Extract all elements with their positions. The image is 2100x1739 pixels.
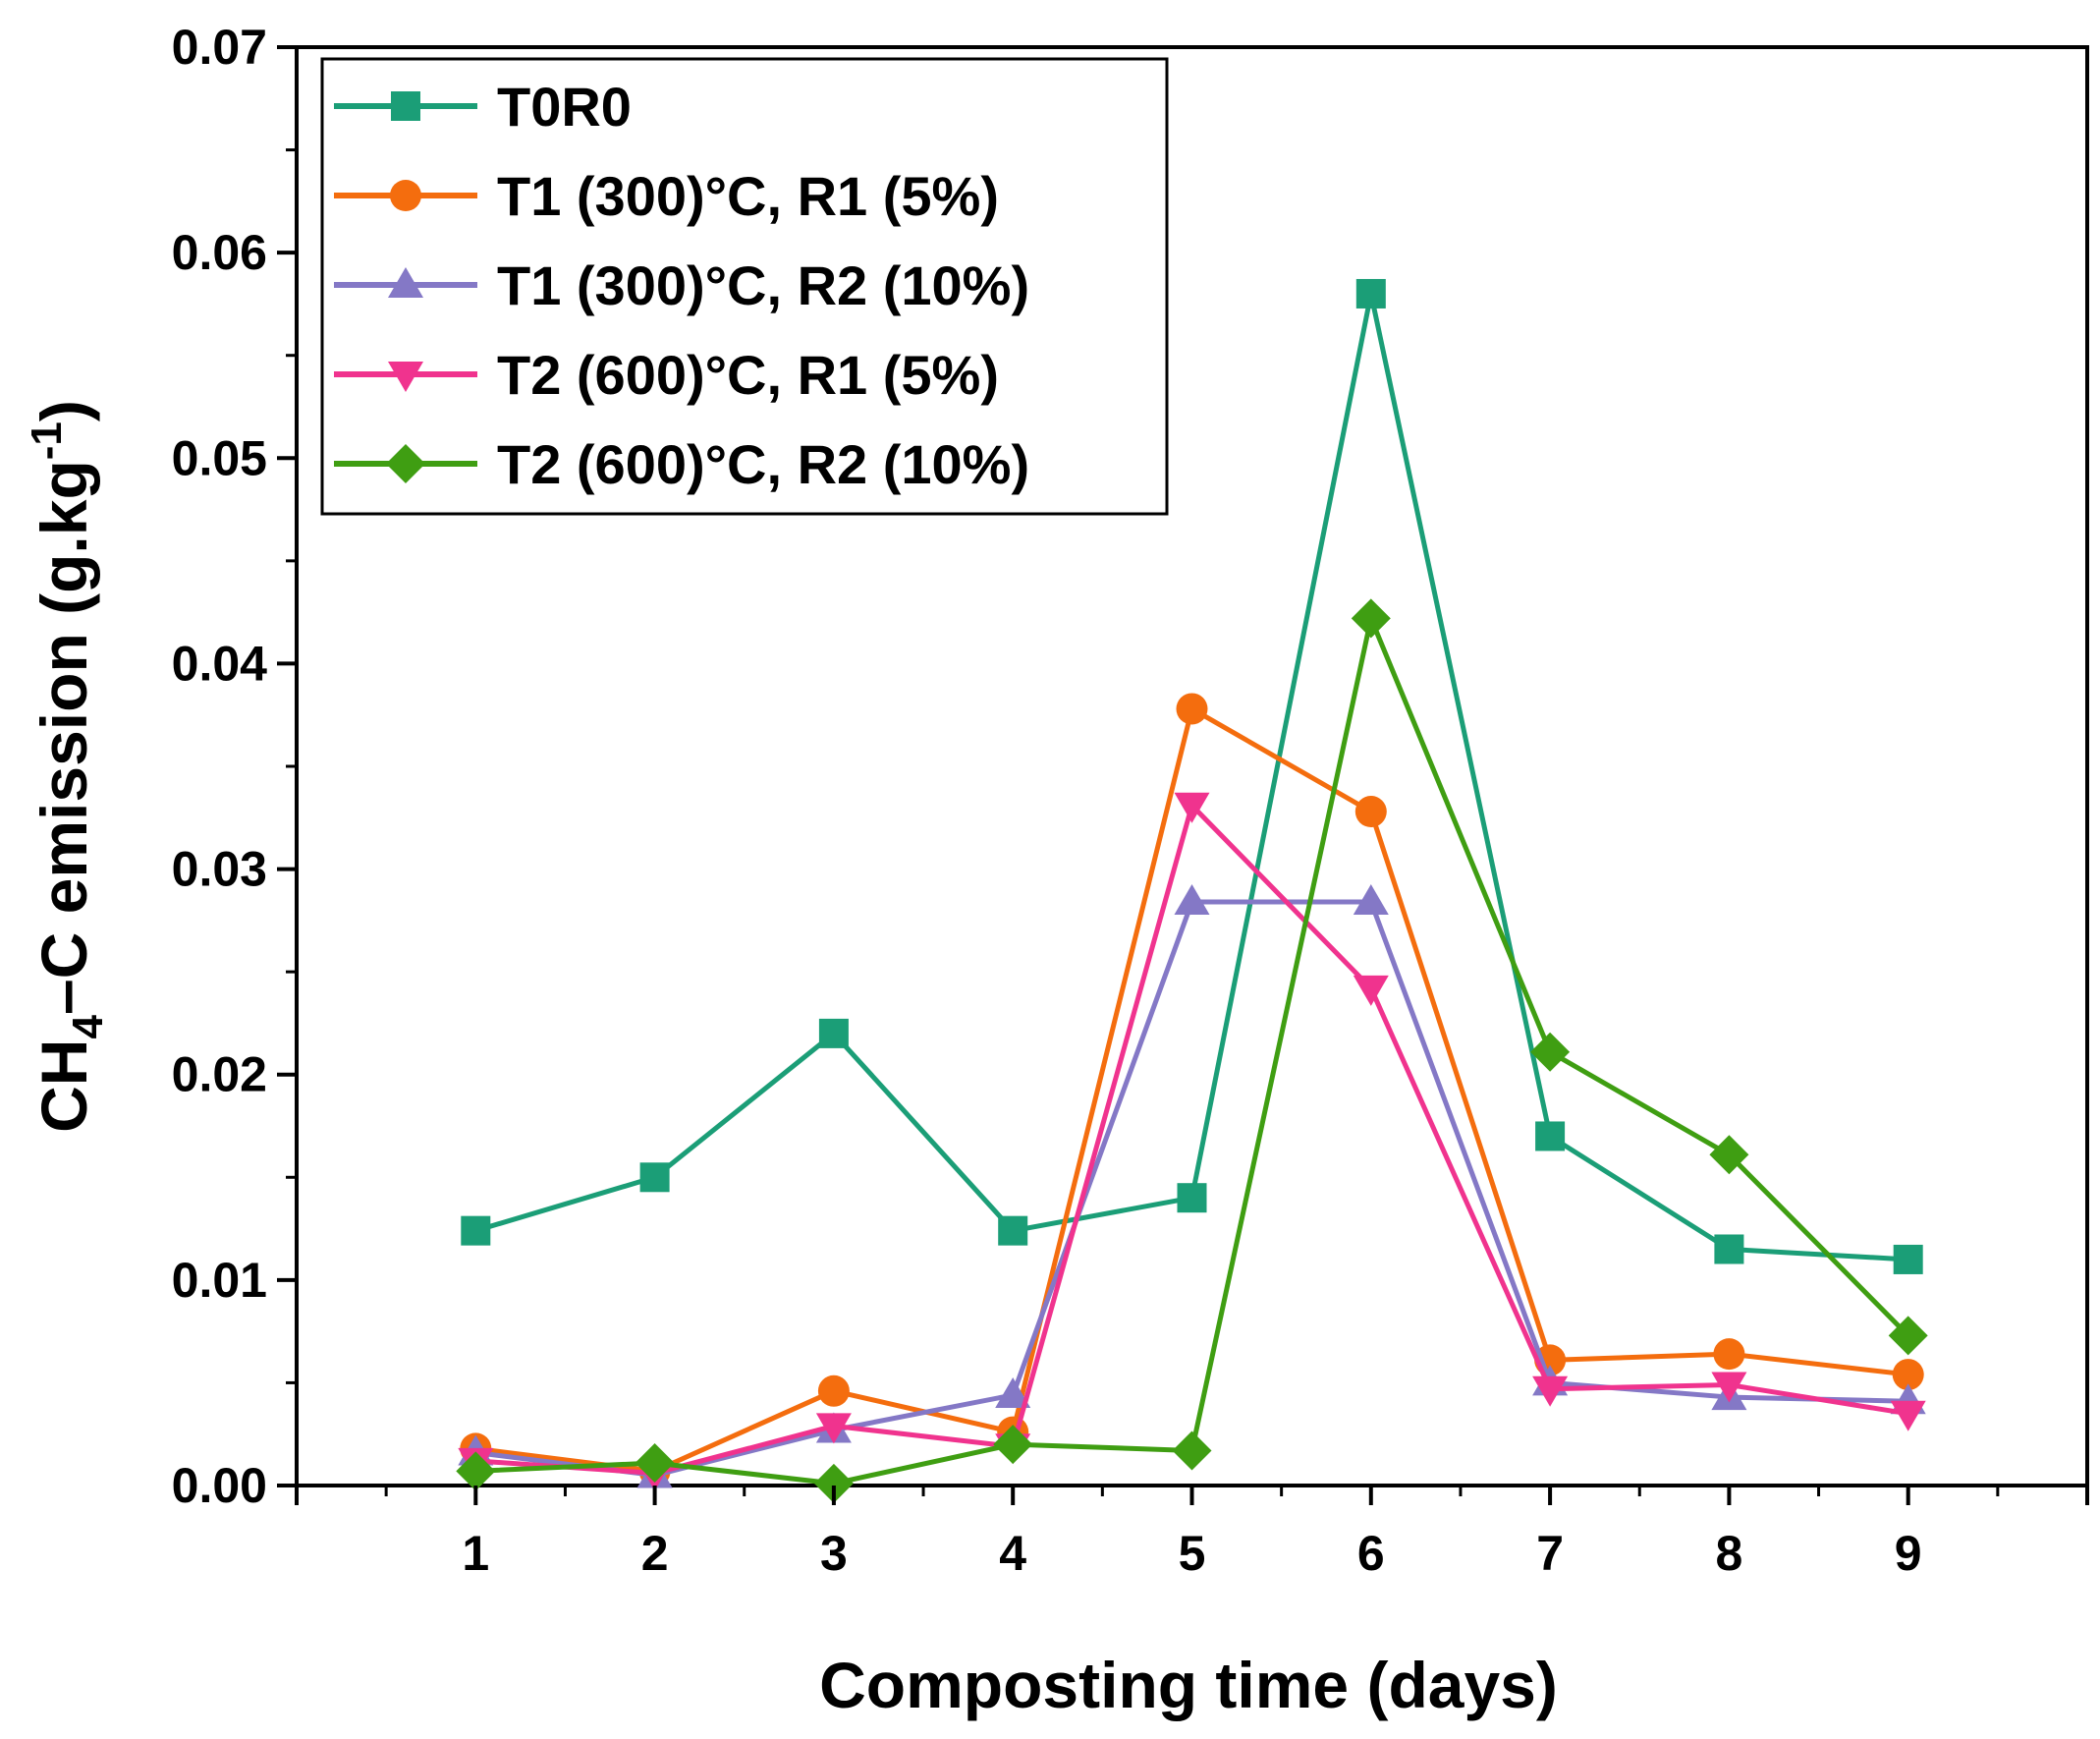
x-tick-label: 8 xyxy=(1715,1526,1742,1581)
x-tick-label: 9 xyxy=(1895,1526,1922,1581)
legend-marker xyxy=(388,362,423,392)
data-point xyxy=(815,1413,852,1444)
legend-label: T2 (600)°C, R1 (5%) xyxy=(497,344,999,406)
data-point xyxy=(1888,1316,1928,1356)
y-title-subscript: 4 xyxy=(64,1015,112,1039)
legend-marker xyxy=(388,267,423,298)
x-tick-label: 7 xyxy=(1536,1526,1564,1581)
data-point xyxy=(1709,1135,1749,1175)
y-tick-label: 0.03 xyxy=(172,842,267,897)
data-point xyxy=(1354,796,1387,828)
data-point xyxy=(1172,1430,1212,1471)
series-layer xyxy=(456,278,1928,1503)
x-tick-label: 1 xyxy=(462,1526,489,1581)
data-point xyxy=(813,1463,854,1503)
legend-label: T1 (300)°C, R2 (10%) xyxy=(497,254,1029,316)
data-point xyxy=(1176,693,1208,725)
data-point xyxy=(1174,884,1210,916)
data-point xyxy=(1711,1372,1747,1403)
y-axis-title: CH4–C emission (g.kg-1) xyxy=(23,400,112,1133)
data-point xyxy=(1530,1032,1571,1072)
data-point xyxy=(1174,792,1210,823)
y-tick-label: 0.07 xyxy=(172,20,267,75)
x-tick-label: 4 xyxy=(999,1526,1026,1581)
y-tick-label: 0.05 xyxy=(172,430,267,485)
series-5 xyxy=(456,598,1928,1503)
x-tick-label: 6 xyxy=(1357,1526,1385,1581)
legend-marker xyxy=(391,91,420,121)
data-point xyxy=(1714,1234,1744,1264)
axes-layer: 0.00 0.01 0.02 0.03 0.04 0.05 0.06 0.07 1 2 3 4 5 6 7 8… xyxy=(172,20,2089,1581)
data-point xyxy=(1177,1183,1207,1213)
data-point xyxy=(639,1162,670,1193)
data-point xyxy=(1532,1375,1569,1407)
data-point xyxy=(1713,1338,1745,1371)
y-title-prefix: CH xyxy=(28,1039,100,1133)
data-point xyxy=(993,1425,1033,1465)
data-point xyxy=(817,1374,850,1407)
data-point xyxy=(1355,278,1386,309)
legend: T0R0 T1 (300)°C, R1 (5%) T1 (300)°C, R2 (1… xyxy=(320,57,1169,516)
data-point xyxy=(1892,1359,1924,1391)
data-point xyxy=(461,1215,491,1246)
data-point xyxy=(1351,598,1391,639)
y-title-middle: –C emission (g.kg xyxy=(28,460,100,1015)
y-tick-label: 0.02 xyxy=(172,1047,267,1102)
data-point xyxy=(995,1376,1031,1408)
data-point xyxy=(635,1442,675,1483)
y-tick-label: 0.04 xyxy=(172,636,268,691)
y-title-suffix: ) xyxy=(28,400,100,421)
y-title-superscript: -1 xyxy=(23,421,71,460)
data-point xyxy=(1535,1121,1566,1151)
x-tick-label: 5 xyxy=(1179,1526,1206,1581)
data-point xyxy=(998,1215,1028,1246)
data-point xyxy=(1353,975,1389,1006)
data-point xyxy=(1353,884,1389,916)
x-tick-label: 3 xyxy=(820,1526,848,1581)
y-tick-label: 0.06 xyxy=(172,225,267,280)
legend-label: T1 (300)°C, R1 (5%) xyxy=(497,165,999,227)
legend-label: T0R0 xyxy=(497,76,632,138)
data-point xyxy=(1893,1244,1923,1274)
data-point xyxy=(456,1451,496,1491)
series-line xyxy=(474,705,1908,1474)
data-point xyxy=(1890,1400,1926,1431)
x-axis-title: Composting time (days) xyxy=(819,1649,1558,1721)
data-point xyxy=(818,1018,849,1048)
x-tick-label: 2 xyxy=(641,1526,669,1581)
series-1 xyxy=(461,278,1923,1274)
legend-marker xyxy=(390,180,421,211)
y-tick-label: 0.00 xyxy=(172,1458,267,1513)
legend-label: T2 (600)°C, R2 (10%) xyxy=(497,433,1029,495)
legend-marker xyxy=(386,444,425,483)
y-tick-label: 0.01 xyxy=(172,1253,267,1308)
